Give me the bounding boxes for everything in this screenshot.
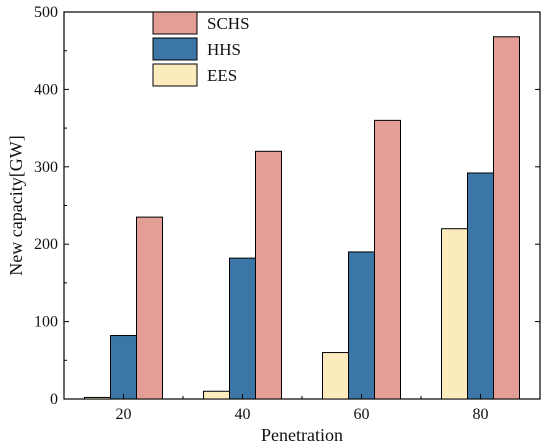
bar-hhs-60 <box>348 251 375 400</box>
x-tick-label-60: 60 <box>354 406 370 423</box>
x-axis-label: Penetration <box>261 425 343 445</box>
legend-swatch-hhs <box>152 37 198 61</box>
y-tick-label-0: 0 <box>50 391 58 408</box>
y-axis-label: New capacity[GW] <box>6 135 26 275</box>
bar-hhs-40 <box>229 257 256 400</box>
bar-hhs-80 <box>467 172 494 400</box>
x-tick-label-40: 40 <box>235 406 251 423</box>
bars <box>84 36 520 400</box>
bar-schs-80 <box>493 36 520 400</box>
bar-ees-80 <box>441 228 468 400</box>
y-tick-label-400: 400 <box>34 81 58 98</box>
y-tick-label-500: 500 <box>34 4 58 21</box>
legend-swatch-ees <box>152 63 198 87</box>
bar-ees-40 <box>203 390 230 400</box>
y-tick-label-200: 200 <box>34 236 58 253</box>
bar-ees-60 <box>322 352 349 400</box>
bar-schs-60 <box>374 119 401 400</box>
bar-hhs-20 <box>110 335 137 400</box>
legend-label-ees: EES <box>207 66 237 85</box>
x-tick-label-20: 20 <box>116 406 132 423</box>
bar-ees-20 <box>84 396 111 400</box>
legend-swatch-schs <box>152 11 198 35</box>
legend: SCHS HHS EES <box>152 11 250 87</box>
y-tick-label-300: 300 <box>34 159 58 176</box>
y-tick-label-100: 100 <box>34 314 58 331</box>
legend-label-schs: SCHS <box>207 14 250 33</box>
axes: 0 100 200 300 400 500 20 40 60 80 <box>34 4 540 423</box>
bar-schs-40 <box>255 150 282 400</box>
x-tick-label-80: 80 <box>473 406 489 423</box>
legend-label-hhs: HHS <box>207 40 241 59</box>
bar-schs-20 <box>136 216 163 400</box>
